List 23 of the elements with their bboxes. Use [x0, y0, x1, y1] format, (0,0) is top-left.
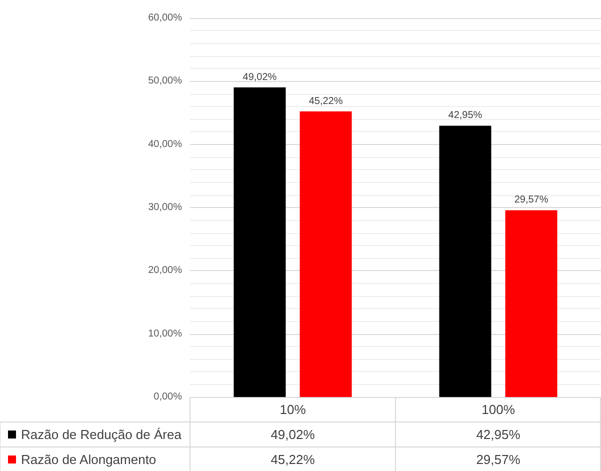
data-label: 45,22% — [270, 452, 316, 467]
y-tick-label: 30,00% — [148, 202, 182, 213]
bar — [505, 210, 558, 397]
y-tick-label: 0,00% — [154, 392, 182, 402]
x-tick-label: 100% — [482, 402, 516, 417]
bar — [439, 126, 492, 397]
bar — [300, 111, 352, 397]
text: 49,02% — [242, 72, 277, 83]
bar — [234, 87, 286, 397]
data-label: 29,57% — [476, 452, 521, 467]
text: 45,22% — [308, 96, 343, 107]
legend-label: Razão de Alongamento — [21, 452, 156, 467]
text: 42,95% — [448, 110, 482, 122]
y-tick-label: 10,00% — [148, 328, 182, 340]
x-tick-label: 10% — [280, 402, 306, 417]
y-tick-label: 20,00% — [148, 265, 182, 276]
y-tick-label: 60,00% — [148, 12, 182, 24]
text: 29,57% — [514, 194, 548, 206]
data-label: 42,95% — [476, 427, 521, 442]
y-tick-label: 40,00% — [148, 138, 182, 150]
data-label: 49,02% — [270, 427, 316, 442]
legend-label: Razão de Redução de Área — [21, 427, 182, 442]
y-tick-label: 50,00% — [148, 76, 182, 87]
